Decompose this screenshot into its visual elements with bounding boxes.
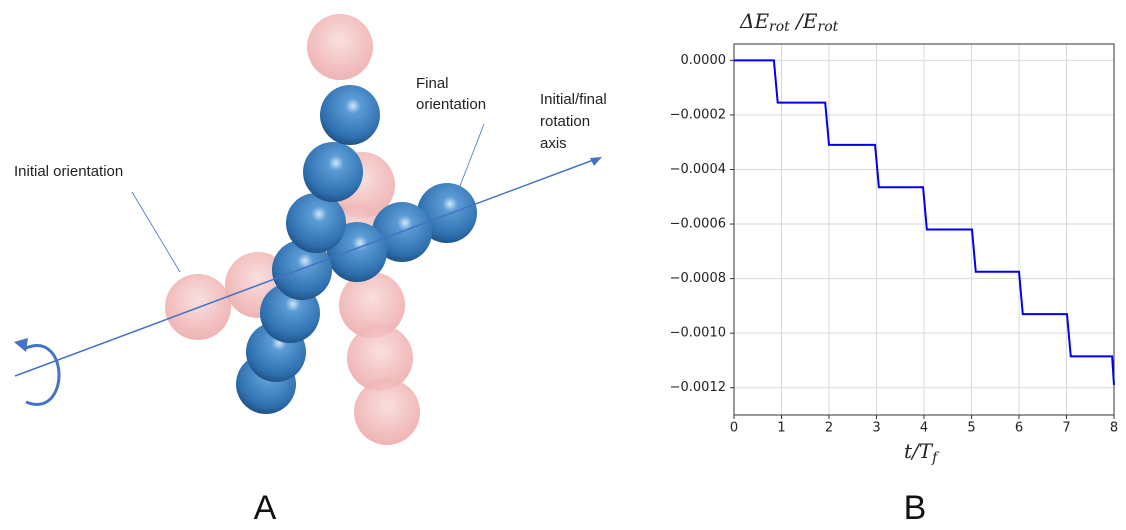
- x-tick-label: 4: [920, 421, 928, 436]
- x-tick-label: 6: [1015, 421, 1023, 436]
- title-part: rot: [769, 19, 790, 35]
- y-tick-label: −0.0008: [670, 271, 726, 286]
- label-part: f: [931, 450, 940, 466]
- axis-arrowhead: [590, 157, 602, 166]
- annotation: rotation: [540, 113, 590, 130]
- final-sphere: [272, 240, 332, 300]
- chart-title: ΔErot /Erot: [739, 9, 839, 36]
- title-part: ΔE: [739, 9, 769, 33]
- chart: ΔErot /Erot t/Tf 0.0000−0.0002−0.0004−0.…: [670, 9, 1119, 467]
- x-tick-label: 5: [967, 421, 975, 436]
- panel-label: B: [904, 489, 927, 527]
- data-line: [734, 59, 1115, 386]
- x-tick-label: 3: [872, 421, 880, 436]
- annotation: Initial/final: [540, 91, 607, 108]
- initial-sphere: [307, 14, 373, 80]
- final-sphere: [417, 183, 477, 243]
- initial-sphere: [339, 272, 405, 338]
- rotation-arc: [25, 344, 61, 406]
- label-part: t/T: [904, 439, 934, 463]
- final-sphere: [320, 85, 380, 145]
- x-tick-label: 0: [730, 421, 738, 436]
- annotation: Final: [416, 75, 449, 92]
- annotation: orientation: [416, 96, 486, 113]
- initial-sphere: [354, 379, 420, 445]
- x-tick-label: 2: [825, 421, 833, 436]
- title-part: /E: [790, 9, 818, 33]
- y-tick-label: −0.0006: [670, 217, 726, 232]
- title-part: rot: [818, 19, 839, 35]
- final-sphere: [286, 193, 346, 253]
- plot-frame: [733, 43, 1115, 416]
- y-tick-label: 0.0000: [681, 53, 727, 68]
- x-tick-label: 8: [1110, 421, 1118, 436]
- panel-label: A: [254, 489, 277, 527]
- y-tick-label: −0.0004: [670, 162, 726, 177]
- rotation-arrowhead: [14, 338, 28, 352]
- y-tick-label: −0.0002: [670, 107, 726, 122]
- x-tick-label: 1: [777, 421, 785, 436]
- initial-sphere: [347, 325, 413, 391]
- leader-line: [459, 123, 485, 187]
- annotation: Initial orientation: [14, 163, 123, 180]
- x-axis-label: t/Tf: [904, 439, 940, 467]
- rotation-axis: [14, 158, 597, 377]
- final-sphere: [303, 142, 363, 202]
- x-tick-label: 7: [1062, 421, 1070, 436]
- annotation: axis: [540, 135, 567, 152]
- y-tick-label: −0.0012: [670, 380, 726, 395]
- y-tick-label: −0.0010: [670, 326, 726, 341]
- leader-line: [131, 191, 181, 273]
